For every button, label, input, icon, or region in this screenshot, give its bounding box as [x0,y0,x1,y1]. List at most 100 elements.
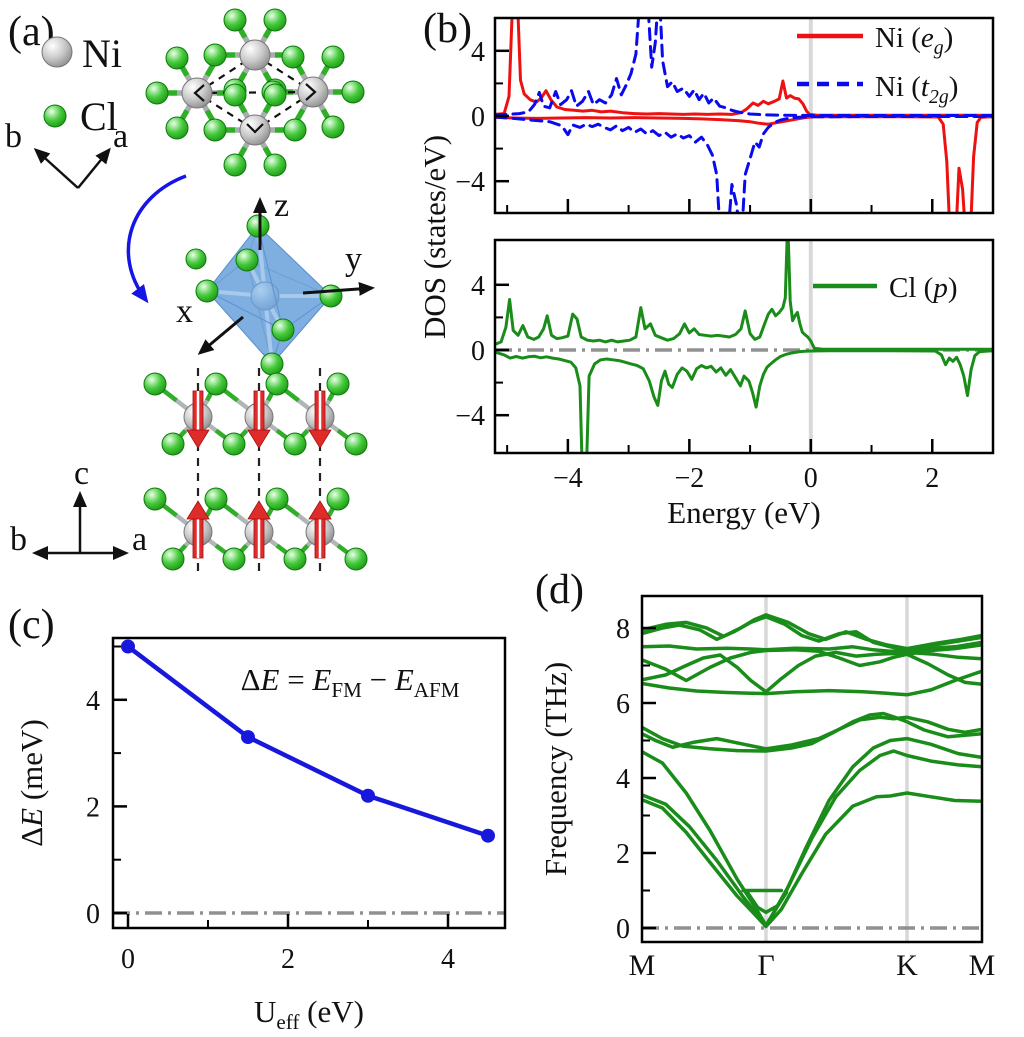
b-axis-label: b [5,118,22,155]
c-axis-label: c [74,455,89,492]
cl-atom [246,214,270,238]
dos-y-axis-label: DOS (states/eV) [417,135,452,339]
ni-atom [181,77,213,109]
cl-atom [235,248,259,272]
cl-atom [263,8,287,32]
data-point-0 [121,639,135,654]
phonon-band-0 [642,791,982,929]
phonon-band-7 [642,669,982,697]
k-point-label: Γ [757,949,774,982]
dos-cl-curves [495,240,993,453]
phonon-axis-ticks: 0 2 4 6 8 M Γ K M [616,614,995,982]
dos-curve-3 [495,115,993,213]
data-point-1 [241,730,255,745]
cl-atom [260,352,284,376]
cl-atom [165,116,189,140]
phonon-bands-plot [642,596,982,942]
cl-atom [204,487,228,511]
delta-e-y-axis-label: ΔE (meV) [14,719,49,847]
y-axis-arrow [302,281,375,296]
phonon-band-1 [642,749,982,928]
x-tick-label: −4 [553,463,583,494]
phonon-frame [640,594,984,944]
ni-atom [239,114,271,146]
axes-side-view: c b a [10,455,147,560]
panel-a-structure: (a) Ni Cl b a z y x [5,8,375,578]
ni-atom [297,76,329,108]
dos-axis-ticks: −4 0 4 −4 0 4 −4 −2 0 2 [455,37,994,494]
panel-d-phonons: (d) Frequency (THz) 0 2 4 6 8 M Γ K M [535,567,995,982]
y-tick-label: 2 [616,839,630,870]
cl-atom [222,547,246,571]
cl-atom [195,279,219,303]
delta-e-axis-ticks: 0 2 4 0 2 4 [86,645,455,975]
unit-cell-edge [196,90,314,95]
cl-atom [265,487,289,511]
cl-atom [283,432,307,456]
cl-atom [283,547,307,571]
cl-atom [344,432,368,456]
x-tick-label: −2 [674,463,704,494]
phonon-band-2 [642,736,982,928]
cl-atom [319,284,343,308]
rotation-arrow [126,174,187,304]
cl-atom [143,487,167,511]
a-axis-label-side: a [132,521,147,558]
phonon-band-6 [642,715,982,751]
y-tick-label: −4 [455,167,485,198]
y-tick-label: −4 [455,401,485,432]
panel-label-b: (b) [423,6,472,52]
cl-sphere-icon [43,104,67,128]
axes-octahedron: z y x [176,187,375,355]
cl-atom [321,115,345,139]
cell-vector-chevron [305,83,317,101]
dos-ni-legend: Ni (eg) Ni (t2g) [797,22,958,108]
cl-atom [341,80,365,104]
cl-atom [326,372,350,396]
y-tick-label: 4 [471,271,485,302]
panel-b-dos: (b) DOS (states/eV) −4 0 4 −4 0 4 −4 −2 0 2 Ni (e… [417,6,995,530]
cl-atom [271,318,295,342]
b-axis-label-side: b [10,521,27,558]
y-axis-label: y [345,241,362,278]
y-tick-label: 0 [616,914,630,945]
cl-atom [263,153,287,177]
side-view-structure [143,368,368,578]
octahedron-front-face [271,295,332,365]
z-axis-label: z [274,187,289,224]
cl-atom [143,372,167,396]
legend-cl-label: Cl [80,94,118,139]
phonon-band-12 [642,613,982,651]
a-axis-arrow [77,147,111,189]
cell-vector-chevron [246,123,264,134]
cl-atom [223,8,247,32]
y-tick-label: 4 [471,37,485,68]
top-view-structure [145,8,365,177]
y-tick-label: 4 [616,764,630,795]
cl-atom [203,118,227,142]
y-tick-label: 8 [616,614,630,645]
cl-atom [161,547,185,571]
panel-label-c: (c) [8,602,55,648]
spin-up-arrowhead [308,500,332,520]
spin-up-arrowhead [186,500,210,520]
octahedron-structure [185,214,343,376]
legend-atoms: Ni Cl [41,31,122,139]
cl-atom [223,153,247,177]
y-tick-label: 6 [616,689,630,720]
y-tick-label: 0 [86,899,100,930]
y-tick-label: 0 [471,102,485,133]
cl-atom [281,45,305,69]
phonon-band-13 [905,652,982,687]
phonon-y-axis-label: Frequency (THz) [538,662,573,876]
cl-atom [283,118,307,142]
panel-label-d: (d) [535,567,584,613]
x-tick-label: 4 [441,944,455,975]
ueff-x-axis-label: Ueff (eV) [254,994,364,1034]
phonon-band-8 [642,650,982,694]
x-tick-label: 0 [804,463,818,494]
data-point-2 [361,788,375,803]
dos-curve-2 [495,18,993,117]
legend-label-ni-eg: Ni (eg) [875,22,953,59]
